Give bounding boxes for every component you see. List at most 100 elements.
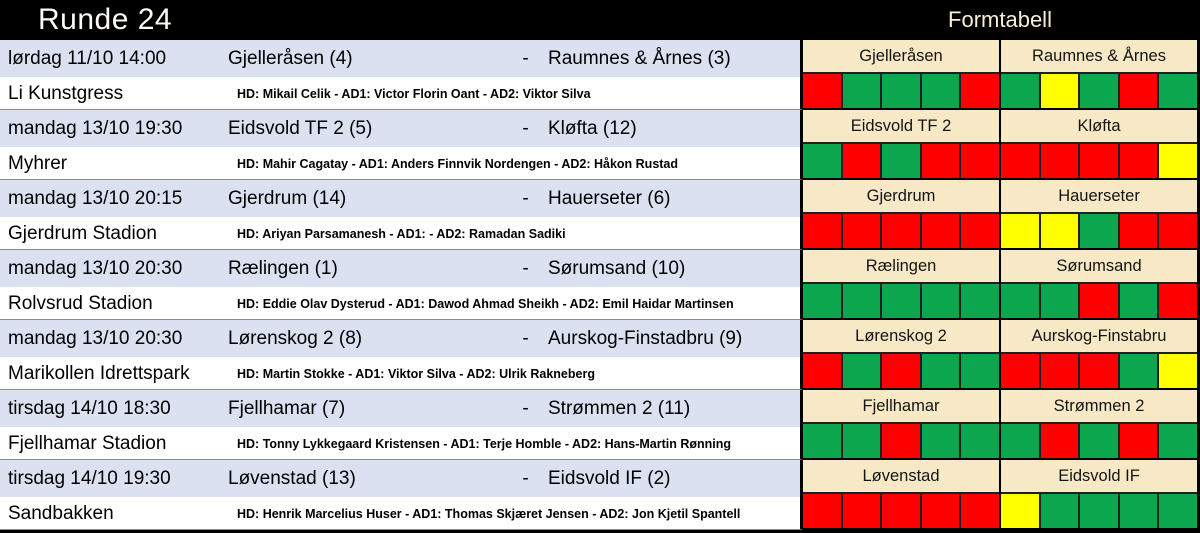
away-form-name: Raumnes & Årnes [1001, 40, 1197, 72]
away-form-name: Aurskog-Finstabru [1001, 320, 1197, 352]
match-details: mandag 13/10 20:30 Rælingen (1) - Sørums… [0, 250, 803, 320]
match-datetime: mandag 13/10 20:30 [8, 257, 183, 279]
match-schedule-row: lørdag 11/10 14:00 Gjelleråsen (4) - Rau… [0, 40, 800, 78]
away-form-name: Sørumsand [1001, 250, 1197, 282]
form-square-loss [1040, 144, 1081, 178]
away-team: Sørumsand (10) [548, 257, 686, 279]
match-venue-row: Rolvsrud Stadion HD: Eddie Olav Dysterud… [0, 288, 800, 319]
form-section: Eidsvold TF 2 Kløfta [803, 110, 1200, 180]
home-team: Fjellhamar (7) [228, 397, 346, 419]
form-section: Gjelleråsen Raumnes & Årnes [803, 40, 1200, 110]
match-datetime: tirsdag 14/10 18:30 [8, 397, 171, 419]
away-form-name: Strømmen 2 [1001, 390, 1197, 422]
form-square-loss [1080, 284, 1120, 318]
home-team: Lørenskog 2 (8) [228, 327, 363, 349]
home-form-squares [803, 422, 999, 458]
form-square-win [1080, 74, 1120, 108]
away-form-squares [1001, 282, 1197, 318]
form-square-draw [1001, 494, 1041, 528]
match-separator: - [522, 327, 529, 349]
match-row: tirsdag 14/10 19:30 Løvenstad (13) - Eid… [0, 460, 1200, 530]
away-form-squares [1001, 142, 1197, 178]
form-square-win [1119, 494, 1160, 528]
match-details: mandag 13/10 20:15 Gjerdrum (14) - Hauer… [0, 180, 803, 250]
bottom-border [0, 530, 1200, 533]
home-form-column: Fjellhamar [803, 390, 1001, 458]
away-team: Hauerseter (6) [548, 187, 671, 209]
form-square-loss [1001, 144, 1041, 178]
form-square-win [1159, 424, 1197, 458]
venue: Sandbakken [8, 502, 114, 524]
match-list: lørdag 11/10 14:00 Gjelleråsen (4) - Rau… [0, 40, 1200, 530]
away-form-column: Hauerseter [1001, 180, 1197, 248]
form-square-win [1080, 214, 1120, 248]
home-team: Gjelleråsen (4) [228, 47, 353, 69]
match-datetime: mandag 13/10 19:30 [8, 117, 183, 139]
away-form-name: Hauerseter [1001, 180, 1197, 212]
away-form-column: Aurskog-Finstabru [1001, 320, 1197, 388]
officials: HD: Henrik Marcelius Huser - AD1: Thomas… [237, 506, 741, 521]
form-square-draw [1159, 144, 1197, 178]
form-square-draw [1040, 74, 1081, 108]
form-square-win [1001, 424, 1041, 458]
form-square-win [1080, 494, 1120, 528]
venue: Rolvsrud Stadion [8, 292, 153, 314]
match-separator: - [522, 187, 529, 209]
form-square-loss [1080, 144, 1120, 178]
away-form-name: Kløfta [1001, 110, 1197, 142]
match-details: lørdag 11/10 14:00 Gjelleråsen (4) - Rau… [0, 40, 803, 110]
header-bar: Runde 24 Formtabell [0, 0, 1200, 40]
home-form-name: Gjelleråsen [803, 40, 999, 72]
match-separator: - [522, 47, 529, 69]
form-square-loss [882, 494, 922, 528]
form-square-loss [842, 494, 883, 528]
home-form-name: Løvenstad [803, 460, 999, 492]
form-section: Rælingen Sørumsand [803, 250, 1200, 320]
home-form-name: Gjerdrum [803, 180, 999, 212]
form-square-loss [961, 74, 999, 108]
match-details: tirsdag 14/10 18:30 Fjellhamar (7) - Str… [0, 390, 803, 460]
form-square-loss [921, 494, 962, 528]
home-form-column: Løvenstad [803, 460, 1001, 528]
page-title: Runde 24 [38, 3, 173, 36]
match-row: tirsdag 14/10 18:30 Fjellhamar (7) - Str… [0, 390, 1200, 460]
form-square-win [803, 144, 843, 178]
match-separator: - [522, 117, 529, 139]
match-datetime: lørdag 11/10 14:00 [8, 47, 167, 69]
form-square-win [1080, 424, 1120, 458]
away-form-column: Sørumsand [1001, 250, 1197, 318]
match-schedule-row: mandag 13/10 20:30 Lørenskog 2 (8) - Aur… [0, 320, 800, 358]
form-square-win [803, 424, 843, 458]
form-square-win [1119, 354, 1160, 388]
form-square-win [842, 284, 883, 318]
match-row: mandag 13/10 20:30 Rælingen (1) - Sørums… [0, 250, 1200, 320]
form-square-loss [882, 214, 922, 248]
form-square-loss [1080, 354, 1120, 388]
form-square-win [921, 74, 962, 108]
venue: Myhrer [8, 152, 68, 174]
match-separator: - [522, 257, 529, 279]
home-form-column: Gjerdrum [803, 180, 1001, 248]
form-square-win [1119, 284, 1160, 318]
form-square-loss [1119, 144, 1160, 178]
form-square-draw [1001, 214, 1041, 248]
form-square-draw [1159, 354, 1197, 388]
home-form-squares [803, 142, 999, 178]
form-square-loss [1040, 354, 1081, 388]
form-square-win [882, 144, 922, 178]
match-schedule-row: tirsdag 14/10 19:30 Løvenstad (13) - Eid… [0, 460, 800, 498]
match-venue-row: Sandbakken HD: Henrik Marcelius Huser - … [0, 498, 800, 529]
home-form-name: Fjellhamar [803, 390, 999, 422]
home-team: Løvenstad (13) [228, 467, 356, 489]
match-datetime: tirsdag 14/10 19:30 [8, 467, 171, 489]
home-form-column: Gjelleråsen [803, 40, 1001, 108]
match-schedule-row: mandag 13/10 20:30 Rælingen (1) - Sørums… [0, 250, 800, 288]
form-square-loss [1040, 424, 1081, 458]
form-table-title: Formtabell [948, 7, 1052, 32]
form-square-loss [1119, 74, 1160, 108]
venue: Gjerdrum Stadion [8, 222, 157, 244]
match-details: tirsdag 14/10 19:30 Løvenstad (13) - Eid… [0, 460, 803, 530]
form-square-win [1159, 494, 1197, 528]
form-square-loss [961, 494, 999, 528]
away-form-squares [1001, 422, 1197, 458]
